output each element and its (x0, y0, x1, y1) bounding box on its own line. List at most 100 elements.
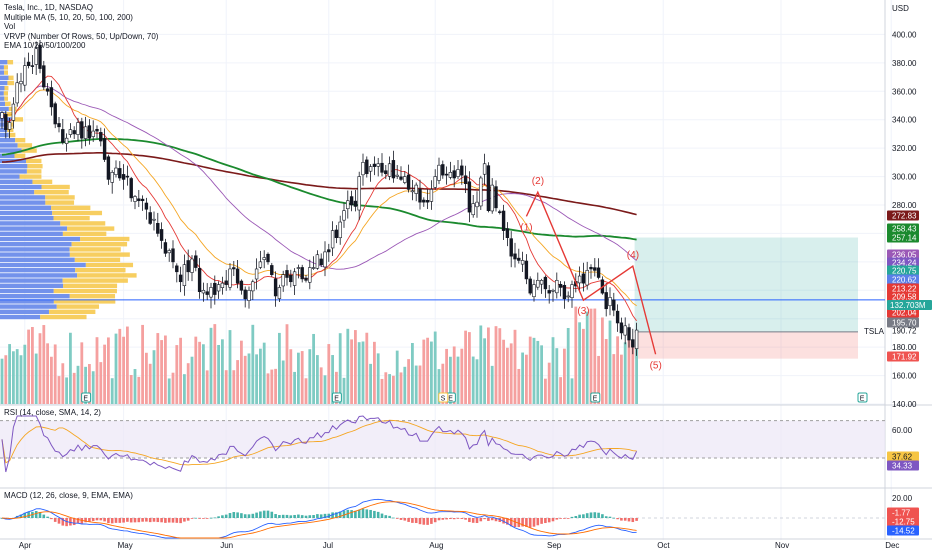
macd-histogram-bar (38, 512, 42, 518)
ma-10-line (1, 75, 637, 322)
vrvp-up-row (0, 91, 4, 96)
volume-bar (475, 359, 479, 404)
candle-body (596, 267, 601, 278)
volume-bar (12, 351, 15, 404)
candle-body (486, 165, 491, 211)
macd-histogram-bar (99, 518, 103, 521)
candle-body (281, 274, 285, 287)
rsi-tick-label: 60.00 (892, 426, 913, 435)
macd-title[interactable]: MACD (12, 26, close, 9, EMA, EMA) (4, 491, 133, 500)
volume-bar (547, 362, 551, 404)
candle-body (395, 174, 399, 177)
volume-bar (589, 308, 593, 404)
macd-histogram-bar (601, 514, 604, 518)
macd-histogram-bar (456, 518, 460, 519)
volume-bar (4, 355, 8, 404)
event-marker (331, 392, 342, 403)
volume-bar (593, 308, 597, 404)
vrvp-up-row (0, 247, 70, 252)
vrvp-down-row (19, 174, 42, 179)
macd-histogram-bar (487, 518, 490, 521)
macd-histogram-bar (247, 514, 251, 518)
candle-body (349, 196, 354, 206)
candle-body (178, 274, 183, 283)
indicator-ma[interactable]: Multiple MA (5, 10, 20, 50, 100, 200) (4, 12, 133, 22)
volume-bar (604, 339, 608, 404)
candle-body (327, 249, 331, 253)
macd-histogram-bar (126, 518, 129, 522)
candle-body (387, 163, 392, 177)
vrvp-down-row (62, 231, 107, 236)
macd-histogram-bar (228, 513, 232, 518)
time-axis: AprMayJunJulAugSepOctNovDec2023Feb (0, 538, 932, 550)
ma-50-line (1, 85, 637, 270)
macd-histogram-bar (34, 511, 38, 518)
macd-histogram-bar (289, 515, 293, 518)
volume-bar (281, 360, 285, 404)
candle-body (494, 186, 498, 209)
vrvp-up-row (0, 283, 64, 288)
volume-bar (418, 365, 422, 404)
volume-bar (274, 368, 277, 404)
volume-bar (517, 368, 521, 404)
macd-histogram-bar (437, 518, 441, 521)
volume-bar (88, 364, 91, 404)
volume-bar (72, 372, 76, 404)
price-tick-label: 280.00 (892, 201, 917, 210)
candle-body (513, 253, 517, 260)
volume-bar (251, 324, 255, 404)
volume-bar (91, 371, 95, 404)
chart-title: Tesla, Inc., 1D, NASDAQ (4, 3, 93, 12)
vrvp-down-row (32, 179, 53, 184)
vrvp-down-row (7, 60, 14, 65)
price-tick-label: 380.00 (892, 59, 917, 68)
macd-histogram-bar (194, 517, 198, 519)
vrvp-up-row (0, 153, 15, 158)
volume-bar (338, 333, 342, 404)
vrvp-down-row (77, 273, 137, 278)
volume-bar (468, 332, 471, 404)
price-tick-label: 300.00 (892, 173, 917, 182)
macd-histogram-bar (65, 518, 68, 527)
volume-bar (186, 363, 190, 404)
candle-body (528, 278, 532, 294)
volume-bar (616, 336, 619, 404)
candle-body (448, 172, 453, 178)
candle-body (243, 289, 247, 300)
event-marker-label: E (860, 396, 865, 403)
vrvp-up-row (0, 195, 46, 200)
candle-body (608, 297, 612, 307)
indicator-ema[interactable]: EMA 10/20/50/100/200 (4, 41, 86, 51)
vrvp-up-row (0, 164, 28, 169)
vrvp-down-row (11, 117, 24, 122)
vrvp-down-row (4, 70, 8, 75)
macd-histogram-bar (494, 518, 498, 522)
macd-histogram-bar (300, 515, 304, 518)
candle-body (323, 251, 327, 268)
volume-bar (148, 363, 152, 404)
vrvp-down-row (85, 262, 134, 268)
candle-body (68, 129, 73, 135)
price-badge (887, 283, 919, 294)
macd-histogram-bar (122, 518, 125, 523)
candle-body (194, 255, 198, 268)
volume-bar (224, 370, 228, 404)
volume-bar (437, 369, 441, 404)
candle-body (11, 103, 16, 121)
volume-bar (194, 336, 198, 404)
volume-bar (19, 355, 23, 404)
volume-bar (167, 378, 171, 404)
indicator-vrvp[interactable]: VRVP (Number Of Rows, 50, Up/Down, 70) (4, 31, 159, 41)
candle-body (581, 273, 586, 284)
volume-bar (502, 339, 505, 404)
candle-body (623, 325, 627, 336)
wave-label: (3) (577, 306, 589, 317)
candle-body (220, 282, 225, 289)
indicator-vol[interactable]: Vol (4, 22, 16, 32)
volume-bar (620, 354, 623, 404)
candle-body (254, 268, 259, 280)
macd-histogram-bar (240, 513, 243, 518)
vrvp-up-row (0, 294, 70, 299)
rsi-title[interactable]: RSI (14, close, SMA, 14, 2) (4, 408, 101, 417)
